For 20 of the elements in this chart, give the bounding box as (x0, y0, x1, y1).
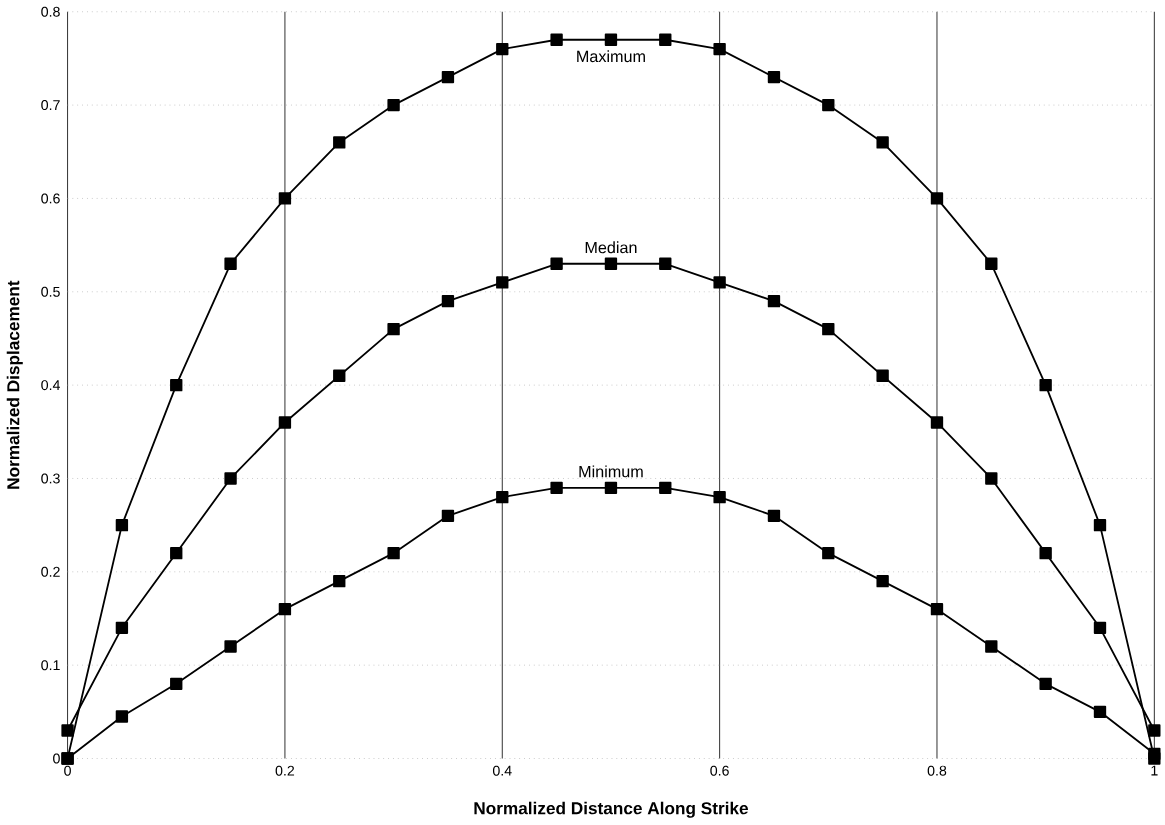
x-tick-label: 0.2 (275, 765, 295, 776)
x-tick-label: 0.4 (492, 765, 512, 776)
y-tick-label: 0.3 (41, 473, 60, 484)
series-label: Maximum (577, 50, 645, 63)
y-tick-label: 0 (53, 753, 60, 764)
y-tick-label: 0.4 (41, 380, 60, 391)
y-tick-label: 0.2 (41, 567, 60, 578)
y-axis-title: Normalized Displacement (6, 280, 23, 489)
x-axis-title: Normalized Distance Along Strike (474, 801, 748, 819)
y-tick-label: 0.6 (41, 193, 60, 204)
series-label: Median (585, 241, 637, 254)
series-label: Minimum (579, 465, 643, 478)
y-tick-label: 0.7 (41, 100, 60, 111)
x-tick-label: 0.6 (710, 765, 729, 776)
y-tick-label: 0.1 (41, 660, 60, 671)
y-tick-label: 0.8 (41, 6, 60, 17)
x-tick-label: 0.8 (927, 765, 947, 776)
x-tick-label: 1 (1151, 765, 1158, 776)
x-tick-label: 0 (64, 765, 71, 776)
y-tick-label: 0.5 (41, 286, 60, 297)
